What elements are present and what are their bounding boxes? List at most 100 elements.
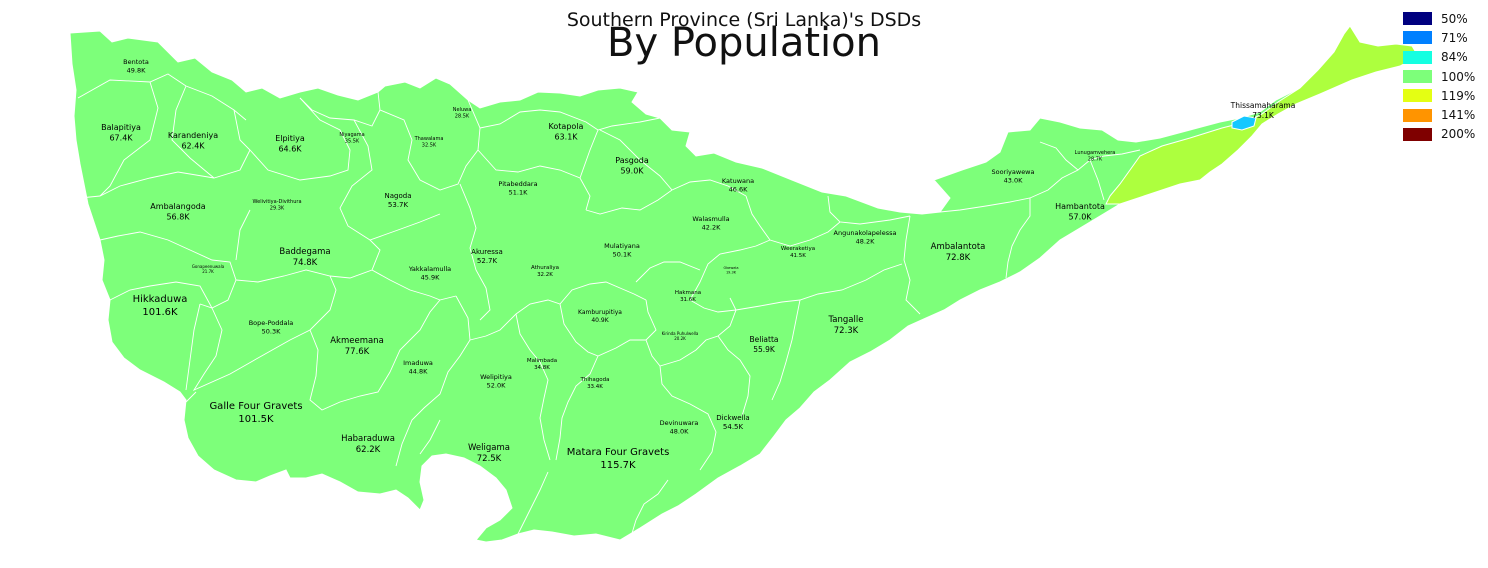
dsd-name: Thissamaharama (1230, 101, 1296, 110)
dsd-name: Weligama (468, 443, 510, 453)
dsd-name: Hikkaduwa (133, 294, 188, 305)
dsd-name: Sooriyawewa (991, 168, 1034, 176)
dsd-population: 34.8K (534, 365, 550, 371)
dsd-population: 28.5K (455, 114, 470, 120)
dsd-population: 51.1K (509, 188, 528, 196)
dsd-population: 20.2K (674, 336, 686, 341)
dsd-population: 19.3K (726, 271, 737, 275)
dsd-population: 48.0K (670, 427, 689, 435)
dsd-name: Bope-Poddala (249, 319, 294, 327)
legend-label: 71% (1441, 30, 1468, 45)
dsd-population: 55.9K (753, 345, 776, 354)
dsd-name: Hambantota (1055, 202, 1105, 211)
dsd-name: Ambalangoda (150, 202, 205, 211)
legend-label: 100% (1441, 69, 1476, 84)
dsd-name: Neluwa (453, 107, 472, 113)
dsd-population: 56.8K (166, 212, 190, 221)
dsd-label: Galle Four Gravets 101.5K (209, 401, 302, 425)
dsd-population: 77.6K (345, 347, 370, 357)
legend-item: 119% (1403, 86, 1485, 105)
legend-item: 50% (1403, 9, 1485, 28)
legend-item: 84% (1403, 48, 1485, 67)
dsd-name: Welivitiya-Divithura (252, 199, 301, 205)
dsd-population: 21.7K (202, 269, 214, 274)
dsd-name: Beliatta (749, 335, 778, 344)
dsd-population: 57.0K (1068, 212, 1092, 221)
dsd-name: Tangalle (828, 315, 864, 325)
thissamaharama-region (1105, 25, 1419, 205)
dsd-name: Mulatiyana (604, 242, 640, 250)
legend-item: 141% (1403, 105, 1485, 124)
legend: 50% 71% 84% 100% 119% 141% 200% (1403, 9, 1485, 144)
dsd-population: 41.5K (790, 253, 806, 259)
legend-label: 119% (1441, 88, 1476, 103)
legend-swatch (1403, 31, 1432, 45)
dsd-population: 72.8K (946, 253, 971, 263)
dsd-population: 54.5K (723, 423, 744, 431)
legend-label: 200% (1441, 127, 1476, 142)
legend-swatch (1403, 12, 1432, 26)
dsd-name: Hakmana (675, 290, 701, 296)
dsd-population: 73.1K (1252, 111, 1275, 120)
dsd-population: 52.7K (477, 257, 498, 265)
dsd-population: 32.5K (422, 143, 437, 149)
dsd-population: 42.2K (702, 223, 721, 231)
dsd-population: 72.5K (477, 454, 502, 464)
dsd-population: 45.9K (421, 273, 440, 281)
dsd-name: Kamburupitiya (578, 309, 622, 316)
dsd-population: 29.3K (270, 206, 285, 212)
legend-swatch (1403, 108, 1432, 122)
dsd-population: 59.0K (620, 166, 644, 175)
dsd-population: 43.0K (1004, 176, 1023, 184)
dsd-name: Athuraliya (531, 265, 559, 271)
legend-swatch (1403, 89, 1432, 103)
dsd-name: Elpitiya (275, 134, 305, 143)
dsd-name: Katuwana (722, 177, 754, 185)
dsd-name: Kotapola (549, 122, 584, 131)
dsd-label: Hikkaduwa 101.6K (133, 294, 188, 318)
dsd-name: Akuressa (471, 248, 503, 256)
dsd-name: Okewela (724, 266, 739, 270)
dsd-name: Akmeemana (330, 336, 384, 346)
legend-swatch (1403, 50, 1432, 64)
dsd-name: Pasgoda (615, 156, 649, 165)
legend-item: 200% (1403, 125, 1485, 144)
dsd-name: Galle Four Gravets (209, 401, 302, 412)
dsd-population: 49.8K (127, 66, 146, 74)
dsd-population: 50.3K (262, 327, 281, 335)
dsd-population: 32.2K (537, 272, 553, 278)
dsd-name: Thawalama (414, 136, 444, 142)
dsd-name: Yakkalamulla (408, 265, 451, 273)
dsd-name: Niyagama (339, 132, 364, 138)
dsd-name: Karandeniya (168, 131, 218, 140)
dsd-population: 67.4K (109, 133, 133, 142)
dsd-name: Matara Four Gravets (567, 447, 670, 458)
